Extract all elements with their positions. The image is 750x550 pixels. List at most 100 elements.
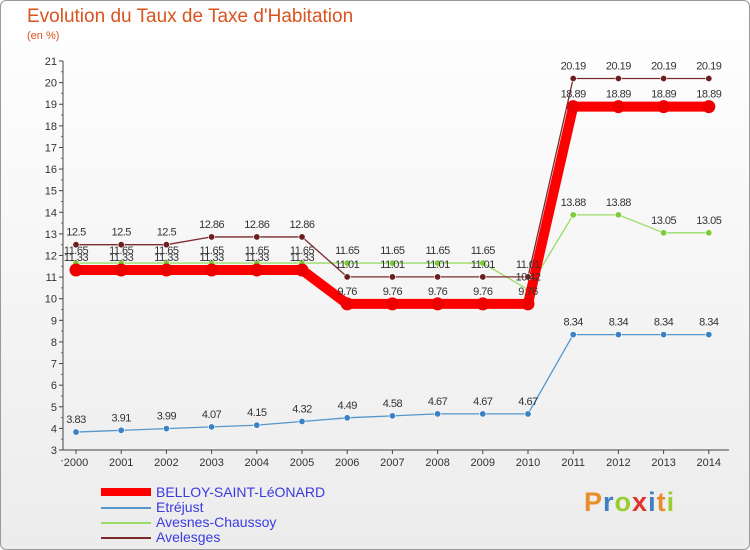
y-tick-label: 7 <box>51 359 57 371</box>
data-label-avesnes: 13.88 <box>606 197 631 209</box>
data-label-belloy: 11.33 <box>290 252 315 264</box>
data-point-belloy <box>476 297 490 311</box>
data-point-avelesges <box>253 233 261 241</box>
data-point-etrejust <box>117 426 125 434</box>
y-tick-label: 17 <box>45 142 57 154</box>
data-point-avelesges <box>162 241 170 249</box>
y-tick-label: 14 <box>45 207 57 219</box>
data-label-etrejust: 3.99 <box>157 411 177 423</box>
data-point-etrejust <box>388 412 396 420</box>
data-point-avesnes <box>705 229 713 237</box>
data-label-avelesges: 12.5 <box>157 227 177 239</box>
legend-swatch-etrejust <box>101 507 151 509</box>
y-tick-label: 9 <box>51 315 57 327</box>
data-point-belloy <box>385 297 399 311</box>
data-label-etrejust: 3.91 <box>111 412 131 424</box>
x-tick-label: 2002 <box>154 457 178 469</box>
y-tick-label: 5 <box>51 402 57 414</box>
y-tick-label: 19 <box>45 99 57 111</box>
data-point-etrejust <box>569 331 577 339</box>
data-point-avesnes <box>660 229 668 237</box>
y-tick-label: 13 <box>45 229 57 241</box>
data-label-avelesges: 12.5 <box>111 227 131 239</box>
logo-letter: P <box>584 487 604 517</box>
data-label-avelesges: 12.86 <box>289 219 314 231</box>
data-point-avelesges <box>614 75 622 83</box>
data-point-avelesges <box>343 273 351 281</box>
data-label-avelesges: 11.01 <box>380 259 405 271</box>
data-point-avesnes <box>479 259 487 267</box>
y-tick-label: 8 <box>51 337 57 349</box>
logo-letter: x <box>632 487 649 517</box>
data-label-avesnes: 11.65 <box>109 245 134 257</box>
x-tick-label: 2007 <box>380 457 404 469</box>
data-label-belloy: 11.33 <box>109 252 134 264</box>
data-point-avelesges <box>434 273 442 281</box>
x-tick-label: 2004 <box>245 457 269 469</box>
data-point-belloy <box>295 263 309 277</box>
data-point-avelesges <box>298 233 306 241</box>
logo-letter: o <box>614 487 633 517</box>
data-label-avesnes: 11.65 <box>64 245 89 257</box>
data-label-avesnes: 11.65 <box>380 245 405 257</box>
y-tick-label: 21 <box>45 56 57 68</box>
data-label-belloy: 9.76 <box>428 286 448 298</box>
y-tick-label: 11 <box>46 272 57 284</box>
chart-subtitle: (en %) <box>27 30 60 42</box>
data-point-avesnes <box>343 259 351 267</box>
data-label-avesnes: 13.05 <box>651 215 676 227</box>
x-tick-label: 2005 <box>290 457 314 469</box>
x-tick-label: 2013 <box>651 457 675 469</box>
x-tick-label: 2000 <box>64 457 88 469</box>
data-label-avelesges: 12.86 <box>244 219 269 231</box>
data-point-etrejust <box>705 331 713 339</box>
data-point-etrejust <box>72 428 80 436</box>
data-point-belloy <box>521 297 535 311</box>
data-label-belloy: 9.76 <box>337 286 357 298</box>
data-point-avelesges <box>117 241 125 249</box>
data-label-etrejust: 3.83 <box>66 414 86 426</box>
legend-item-etrejust: Etréjust <box>101 499 361 515</box>
data-label-etrejust: 4.32 <box>292 403 312 415</box>
data-point-etrejust <box>253 421 261 429</box>
y-tick-label: 4 <box>51 423 57 435</box>
data-point-avelesges <box>388 273 396 281</box>
data-point-avelesges <box>524 273 532 281</box>
data-point-avesnes <box>388 259 396 267</box>
x-tick-label: 2010 <box>516 457 540 469</box>
data-label-belloy: 18.89 <box>606 89 631 101</box>
data-point-avelesges <box>479 273 487 281</box>
data-label-etrejust: 4.49 <box>337 400 357 412</box>
legend-item-belloy: BELLOY-SAINT-LéONARD <box>101 484 361 500</box>
logo-letter: r <box>603 487 615 517</box>
data-label-etrejust: 4.67 <box>518 396 538 408</box>
legend-label-etrejust: Etréjust <box>156 499 204 515</box>
y-tick-label: 3 <box>51 445 57 457</box>
data-label-etrejust: 4.58 <box>383 398 403 410</box>
data-label-etrejust: 8.34 <box>609 317 629 329</box>
data-label-belloy: 9.76 <box>518 286 538 298</box>
y-tick-label: 10 <box>45 294 57 306</box>
data-point-etrejust <box>479 410 487 418</box>
x-tick-label: 2011 <box>561 457 585 469</box>
data-point-avelesges <box>660 75 668 83</box>
data-point-etrejust <box>614 331 622 339</box>
data-label-belloy: 9.76 <box>383 286 403 298</box>
data-point-etrejust <box>162 425 170 433</box>
data-label-belloy: 18.89 <box>696 89 721 101</box>
data-label-avelesges: 11.01 <box>516 259 541 271</box>
legend-swatch-belloy <box>101 488 151 496</box>
legend-swatch-avesnes <box>101 522 151 524</box>
data-point-etrejust <box>208 423 216 431</box>
legend-item-avesnes: Avesnes-Chaussoy <box>101 514 361 530</box>
data-point-etrejust <box>343 414 351 422</box>
y-tick-label: 12 <box>45 251 57 263</box>
data-label-avesnes: 11.65 <box>245 245 270 257</box>
data-point-belloy <box>611 100 625 114</box>
x-tick-label: 2003 <box>199 457 223 469</box>
data-point-belloy <box>702 100 716 114</box>
data-label-etrejust: 8.34 <box>563 317 583 329</box>
data-point-avelesges <box>208 233 216 241</box>
data-label-belloy: 11.33 <box>154 252 179 264</box>
